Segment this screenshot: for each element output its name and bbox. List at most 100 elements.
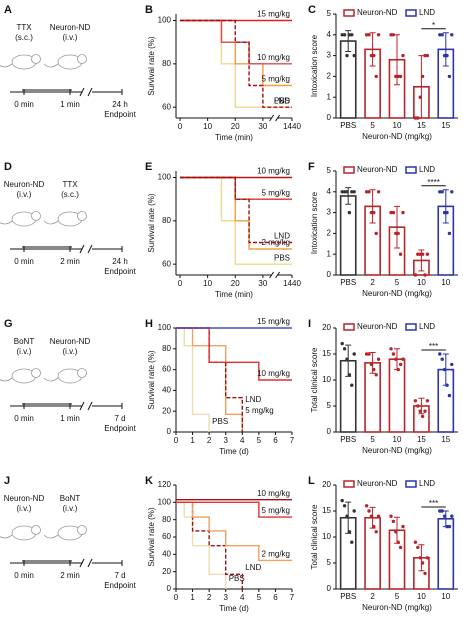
bar [437,517,455,590]
y-axis-label: Survival rate (%) [147,350,156,409]
data-point [350,383,354,387]
data-point [416,116,420,120]
data-point [418,556,422,560]
y-tick-label: 4 [327,187,332,196]
data-point [438,33,442,37]
data-point [447,231,452,236]
x-tick-label: 15 [441,121,450,130]
x-tick-label: 10 [417,592,426,601]
x-tick-label: 10 [393,121,402,130]
axis-break [269,114,281,122]
y-axis-label: Survival rate (%) [147,193,156,252]
data-point [352,509,356,513]
panel-label: L [308,475,315,487]
y-tick-label: 80 [162,515,171,524]
x-tick-label: 10 [441,278,450,287]
timeline-break [79,401,93,411]
x-tick-label: PBS [340,121,356,130]
time-label: 2 min [60,571,80,580]
y-tick-label: 0 [327,270,332,279]
y-tick-label: 120 [158,480,172,489]
drug-label: BoNT [14,337,35,346]
legend-swatch [405,323,417,331]
y-tick-label: 3 [327,51,332,60]
data-point [440,357,444,361]
data-point [350,540,354,544]
time-label: 1 min [60,100,80,109]
y-tick-label: 60 [162,532,171,541]
data-point [438,509,442,513]
legend-label: LND [419,479,435,488]
x-tick-label: 0 [178,279,183,288]
data-point [364,33,369,37]
y-tick-label: 100 [158,16,172,25]
mouse-head [31,525,41,535]
drug-label: Neuron-ND [4,494,45,503]
data-point [391,33,396,37]
data-point [369,53,374,58]
legend-swatch [343,323,355,331]
x-tick-label: PBS [340,278,356,287]
x-tick-label: 4 [240,593,245,602]
panel-label: A [4,4,12,16]
data-point [340,190,344,194]
y-tick-label: 80 [162,344,171,353]
data-point [398,545,403,550]
mouse-head [77,211,87,221]
y-tick-label: 2 [327,72,332,81]
data-point [376,190,381,194]
data-point [440,33,444,37]
x-tick-label: 1 [190,436,195,445]
legend-label: LND [419,8,435,17]
dosing-interval [22,89,72,91]
panel-label: D [4,161,12,173]
y-tick-label: 20 [322,323,331,332]
y-axis-label: Total clinical score [310,347,319,412]
x-tick-label: 10 [203,122,212,131]
time-label: 0 min [14,414,34,423]
data-point [445,383,449,387]
data-point [376,514,381,518]
x-tick-label: 10 [417,278,426,287]
data-point [367,190,371,194]
data-point [418,409,422,413]
mouse-tail [43,377,59,382]
data-point [364,190,369,194]
x-axis-label: Time (d) [219,604,249,613]
x-tick-label: 7 [290,593,295,602]
data-point [389,347,393,351]
data-point [372,53,376,58]
data-point [438,190,442,194]
x-axis-label: Time (d) [219,447,249,456]
mouse-head [77,54,87,64]
data-point [420,74,425,79]
x-axis-label: Time (min) [215,133,253,142]
x-tick-label: 5 [257,436,262,445]
data-point [423,571,427,576]
y-tick-label: 5 [327,9,332,18]
mouse-head [77,368,87,378]
dosing-interval [22,246,72,248]
data-point [394,357,398,361]
data-point [342,33,347,37]
panel-label: K [145,475,153,487]
data-point [364,352,369,356]
legend-swatch [405,480,417,488]
series-label: LND [245,563,261,572]
time-label: 0 min [14,571,34,580]
y-axis-label: Survival rate (%) [147,36,156,95]
data-point [394,74,398,79]
drug-label: TTX [62,180,78,189]
data-point [423,53,427,58]
x-tick-label: 1440 [283,122,301,131]
series-label: 10 mg/kg [257,167,290,176]
data-point [396,74,400,79]
timeline-break [79,558,93,568]
mouse-tail [0,63,13,68]
drug-label: BoNT [60,494,81,503]
data-point [413,399,418,403]
endpoint-label: Endpoint [104,581,136,590]
dosing-interval [22,560,72,562]
panel-label: J [4,475,10,487]
data-point [425,556,430,560]
